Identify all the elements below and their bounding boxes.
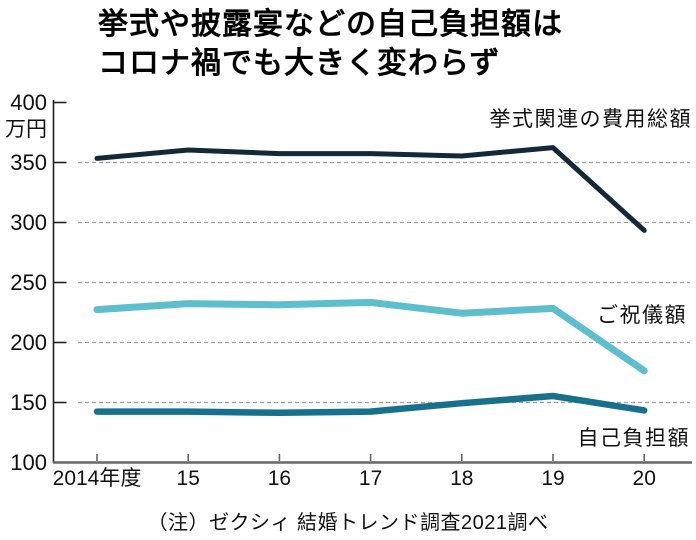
x-tick-label-19: 19	[541, 467, 564, 490]
y-tick-label-150: 150	[10, 390, 47, 415]
y-tick-label-250: 250	[10, 270, 47, 295]
series-line-2	[93, 392, 648, 417]
x-tick-label-20: 20	[633, 467, 656, 490]
series-label-gift-money: ご祝儀額	[597, 304, 687, 327]
chart-title-line2: コロナ禍でも大きく変わらず	[98, 47, 501, 80]
y-tick-label-350: 350	[10, 150, 47, 175]
x-tick-label-16: 16	[268, 467, 291, 490]
chart-title: 挙式や披露宴などの自己負担額は コロナ禍でも大きく変わらず	[98, 5, 563, 83]
chart-title-line1: 挙式や披露宴などの自己負担額は	[98, 8, 563, 41]
x-tick-label-17: 17	[359, 467, 382, 490]
series-line-0	[94, 145, 647, 233]
series-label-self-payment: 自己負担額	[577, 427, 690, 450]
series-label-total-wedding-cost: 挙式関連の費用総額	[489, 108, 692, 131]
series-line-1	[93, 298, 648, 375]
y-tick-label-200: 200	[10, 330, 47, 355]
y-tick-label-400: 400	[10, 90, 47, 115]
x-tick-label-15: 15	[177, 467, 200, 490]
y-tick-label-300: 300	[10, 210, 47, 235]
x-tick-label-18: 18	[450, 467, 473, 490]
y-tick-label-100: 100	[10, 450, 47, 475]
y-axis-unit-label: 万円	[5, 118, 47, 141]
x-tick-label-2014年度: 2014年度	[53, 467, 142, 490]
source-note: （注）ゼクシィ 結婚トレンド調査2021調べ	[147, 512, 549, 534]
